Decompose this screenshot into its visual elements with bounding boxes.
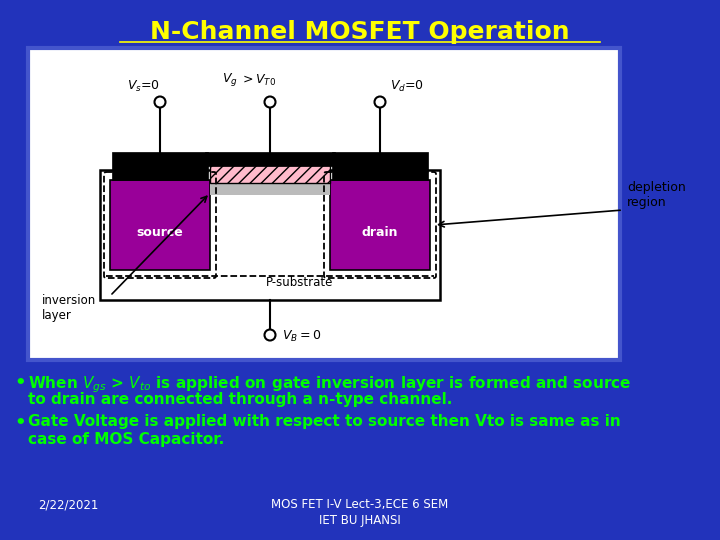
Text: $V_B = 0$: $V_B = 0$	[282, 328, 321, 343]
Text: source: source	[137, 226, 184, 240]
Bar	[112, 152, 208, 180]
Text: drain: drain	[361, 226, 398, 240]
Text: Gate Voltage is applied with respect to source then Vto is same as in: Gate Voltage is applied with respect to …	[28, 414, 621, 429]
Text: $V_s$=0: $V_s$=0	[127, 78, 160, 93]
Text: •: •	[14, 374, 26, 392]
Text: $V_g$: $V_g$	[222, 71, 238, 89]
Bar	[332, 152, 428, 180]
Text: case of MOS Capacitor.: case of MOS Capacitor.	[28, 432, 224, 447]
Text: 2/22/2021: 2/22/2021	[38, 498, 99, 511]
Bar	[205, 152, 335, 166]
Text: When $V_{gs}$ > $V_{to}$ is applied on gate inversion layer is formed and source: When $V_{gs}$ > $V_{to}$ is applied on g…	[28, 374, 631, 395]
Bar	[100, 170, 440, 300]
Text: depletion
region: depletion region	[627, 181, 685, 209]
Circle shape	[264, 97, 276, 107]
Text: •: •	[14, 414, 26, 432]
Circle shape	[374, 97, 385, 107]
Bar	[330, 180, 430, 270]
Text: to drain are connected through a n-type channel.: to drain are connected through a n-type …	[28, 392, 452, 407]
Text: N-Channel MOSFET Operation: N-Channel MOSFET Operation	[150, 20, 570, 44]
Text: MOS FET I-V Lect-3,ECE 6 SEM: MOS FET I-V Lect-3,ECE 6 SEM	[271, 498, 449, 511]
Text: IET BU JHANSI: IET BU JHANSI	[319, 514, 401, 527]
Bar	[28, 48, 620, 360]
Circle shape	[264, 329, 276, 341]
Bar	[110, 180, 210, 270]
Circle shape	[155, 97, 166, 107]
Bar	[210, 165, 330, 183]
Text: $V_d$=0: $V_d$=0	[390, 78, 424, 93]
Text: $> V_{T0}$: $> V_{T0}$	[240, 72, 276, 87]
Text: inversion
layer: inversion layer	[42, 294, 96, 322]
Text: P-substrate: P-substrate	[266, 275, 333, 288]
Bar	[210, 183, 330, 195]
